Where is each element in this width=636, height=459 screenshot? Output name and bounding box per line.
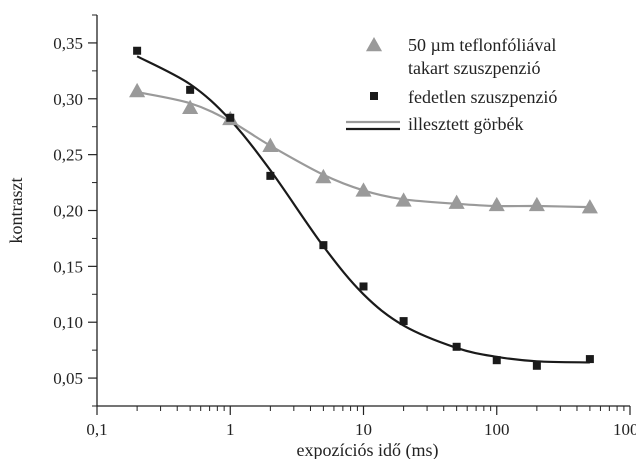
x-tick-label: 10 bbox=[355, 420, 372, 439]
data-point-teflon bbox=[528, 196, 545, 212]
data-point-teflon bbox=[182, 99, 199, 114]
x-axis-title: expozíciós idő (ms) bbox=[297, 440, 439, 459]
data-point-uncovered bbox=[399, 317, 408, 326]
data-point-uncovered bbox=[133, 46, 142, 55]
legend-marker-triangle bbox=[365, 36, 383, 52]
y-tick-label: 0,05 bbox=[53, 369, 83, 388]
data-point-uncovered bbox=[186, 85, 195, 94]
y-tick-label: 0,30 bbox=[53, 90, 83, 109]
data-point-uncovered bbox=[319, 241, 328, 250]
data-point-teflon bbox=[262, 137, 279, 152]
y-tick-label: 0,25 bbox=[53, 146, 83, 165]
data-point-uncovered bbox=[266, 171, 275, 180]
legend: 50 µm teflonfóliával takart szuszpenzió fe… bbox=[346, 35, 557, 134]
legend-label: fedetlen szuszpenzió bbox=[408, 87, 557, 107]
data-point-uncovered bbox=[226, 113, 235, 122]
y-axis-title: kontraszt bbox=[6, 178, 26, 244]
data-point-teflon bbox=[448, 194, 465, 209]
y-tick-label: 0,20 bbox=[53, 202, 83, 221]
data-point-teflon bbox=[395, 192, 412, 207]
x-tick-label: 1 bbox=[226, 420, 235, 439]
data-point-teflon bbox=[581, 199, 598, 214]
data-point-uncovered bbox=[585, 355, 594, 364]
data-point-teflon bbox=[315, 168, 332, 184]
fit-curve-uncovered bbox=[136, 55, 590, 364]
x-tick-label: 0,1 bbox=[86, 420, 107, 439]
legend-label: takart szuszpenzió bbox=[408, 58, 540, 78]
data-point-uncovered bbox=[452, 342, 461, 351]
legend-marker-square bbox=[370, 92, 378, 100]
legend-label: illesztett görbék bbox=[408, 114, 523, 134]
y-tick-label: 0,35 bbox=[53, 34, 83, 53]
data-point-uncovered bbox=[359, 282, 368, 291]
data-point-uncovered bbox=[532, 361, 541, 370]
data-points bbox=[129, 46, 598, 370]
legend-label: 50 µm teflonfóliával bbox=[408, 35, 556, 55]
data-point-uncovered bbox=[492, 356, 501, 365]
x-tick-label: 100 bbox=[484, 420, 510, 439]
data-point-teflon bbox=[355, 182, 372, 197]
data-point-teflon bbox=[488, 196, 505, 212]
y-tick-label: 0,15 bbox=[53, 257, 83, 276]
y-tick-label: 0,10 bbox=[53, 313, 83, 332]
data-point-teflon bbox=[129, 82, 146, 98]
